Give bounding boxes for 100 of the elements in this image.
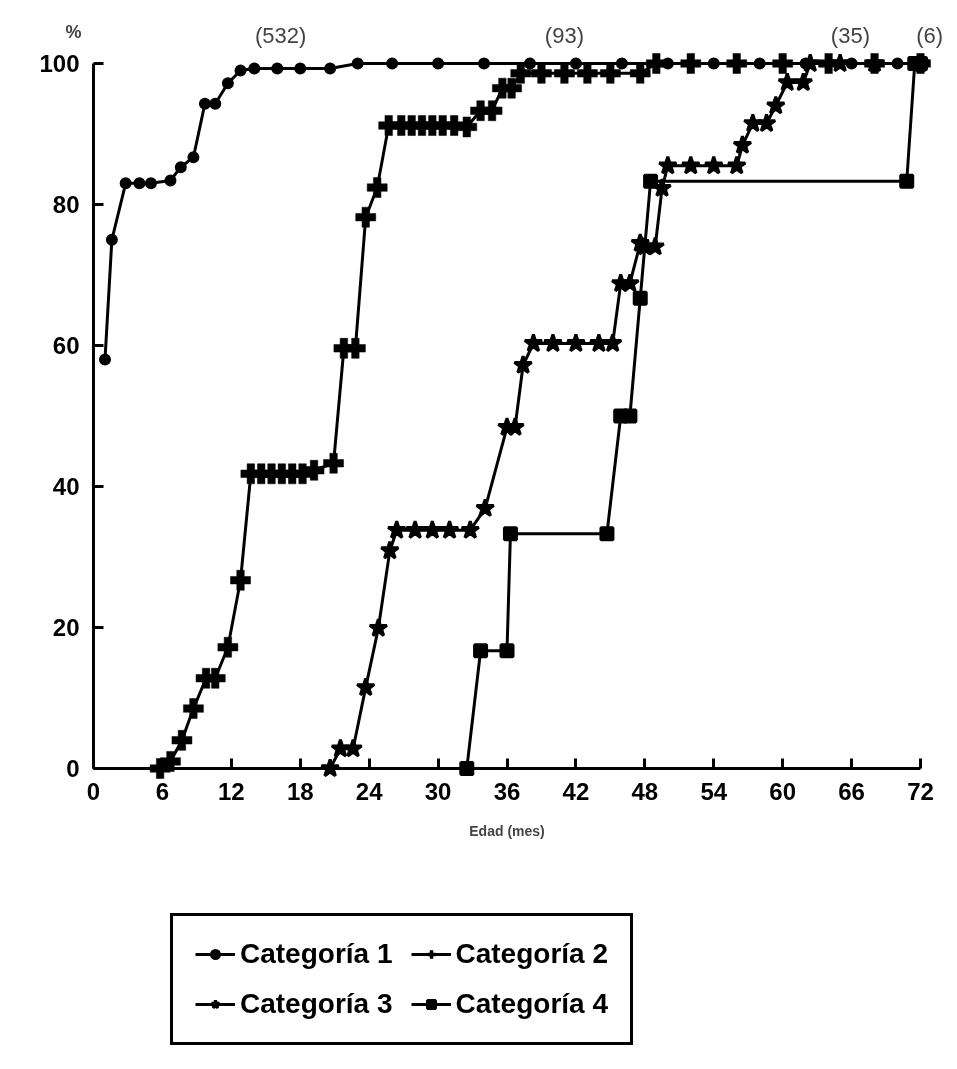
point — [422, 519, 443, 539]
point — [217, 636, 239, 658]
x-tick-label: 12 — [217, 777, 245, 805]
point — [324, 62, 337, 75]
point — [386, 519, 407, 539]
x-tick-label: 0 — [86, 777, 101, 805]
point — [171, 730, 193, 751]
x-tick-label: 6 — [155, 777, 170, 805]
point — [481, 100, 503, 121]
x-tick-label: 54 — [700, 777, 728, 805]
point — [183, 698, 204, 719]
point — [899, 173, 915, 189]
point — [629, 63, 651, 84]
point — [119, 177, 132, 190]
point — [343, 738, 364, 758]
annotation: (6) — [916, 22, 944, 48]
point — [98, 353, 111, 366]
annotation: (35) — [830, 22, 870, 48]
point — [765, 95, 786, 115]
point — [198, 97, 211, 110]
point — [726, 155, 747, 175]
x-tick-label: 72 — [907, 777, 934, 805]
point — [643, 173, 659, 189]
point — [772, 53, 793, 74]
annotation: (532) — [255, 22, 307, 48]
point — [323, 452, 344, 474]
point — [542, 332, 563, 353]
point — [355, 676, 376, 697]
point — [565, 332, 586, 353]
point — [164, 174, 177, 187]
x-tick-label: 60 — [769, 777, 797, 805]
y-tick-label: 40 — [52, 473, 80, 500]
point — [248, 62, 261, 75]
legend-label: Categoría 2 — [455, 938, 608, 970]
point — [703, 155, 724, 175]
point — [368, 617, 389, 637]
point — [502, 526, 518, 542]
point — [800, 53, 821, 73]
point — [355, 206, 376, 228]
point — [793, 72, 814, 92]
y-tick-label: 60 — [52, 332, 80, 359]
point — [615, 57, 628, 70]
point — [600, 63, 621, 84]
point — [230, 570, 251, 591]
x-axis-title: Edad (mes) — [469, 822, 545, 839]
point — [523, 57, 536, 70]
point — [523, 332, 544, 353]
point — [531, 63, 552, 84]
point — [777, 72, 798, 92]
x-tick-label: 42 — [562, 777, 590, 805]
point — [460, 519, 481, 539]
point — [234, 64, 247, 77]
point — [221, 77, 234, 90]
legend-label: Categoría 3 — [240, 988, 393, 1020]
point — [439, 519, 460, 539]
point — [432, 57, 445, 70]
point — [475, 497, 496, 518]
point — [756, 112, 777, 133]
point — [622, 408, 638, 424]
legend-label: Categoría 1 — [240, 938, 393, 970]
point — [657, 155, 678, 175]
x-tick-label: 48 — [631, 777, 659, 805]
point — [144, 177, 157, 190]
x-tick-label: 18 — [286, 777, 314, 805]
point — [473, 643, 489, 659]
y-tick-label: 20 — [52, 614, 80, 641]
point — [645, 236, 666, 256]
point — [513, 354, 534, 375]
point — [209, 97, 222, 110]
point — [303, 460, 325, 481]
y-tick-label: 80 — [52, 191, 80, 218]
point — [345, 338, 366, 359]
y-tick-label: 0 — [66, 755, 80, 782]
point — [599, 526, 615, 542]
point — [386, 57, 399, 70]
point — [499, 643, 515, 659]
point — [569, 57, 582, 70]
point — [366, 177, 388, 198]
y-axis-title: % — [65, 21, 82, 42]
point — [680, 53, 702, 74]
y-tick-label: 100 — [39, 50, 80, 77]
point — [577, 63, 598, 84]
point — [646, 53, 667, 74]
point — [632, 290, 648, 306]
point — [830, 53, 851, 73]
x-tick-label: 66 — [838, 777, 865, 805]
point — [405, 519, 426, 539]
point — [680, 155, 701, 175]
x-tick-label: 30 — [424, 777, 452, 805]
point — [554, 63, 575, 84]
x-tick-label: 24 — [355, 777, 384, 805]
x-tick-label: 36 — [493, 777, 521, 805]
point — [187, 151, 200, 164]
point — [456, 116, 478, 138]
point — [105, 233, 118, 246]
point — [732, 134, 753, 155]
point — [133, 177, 146, 190]
point — [379, 540, 400, 560]
annotation: (93) — [544, 22, 584, 48]
point — [478, 57, 491, 70]
